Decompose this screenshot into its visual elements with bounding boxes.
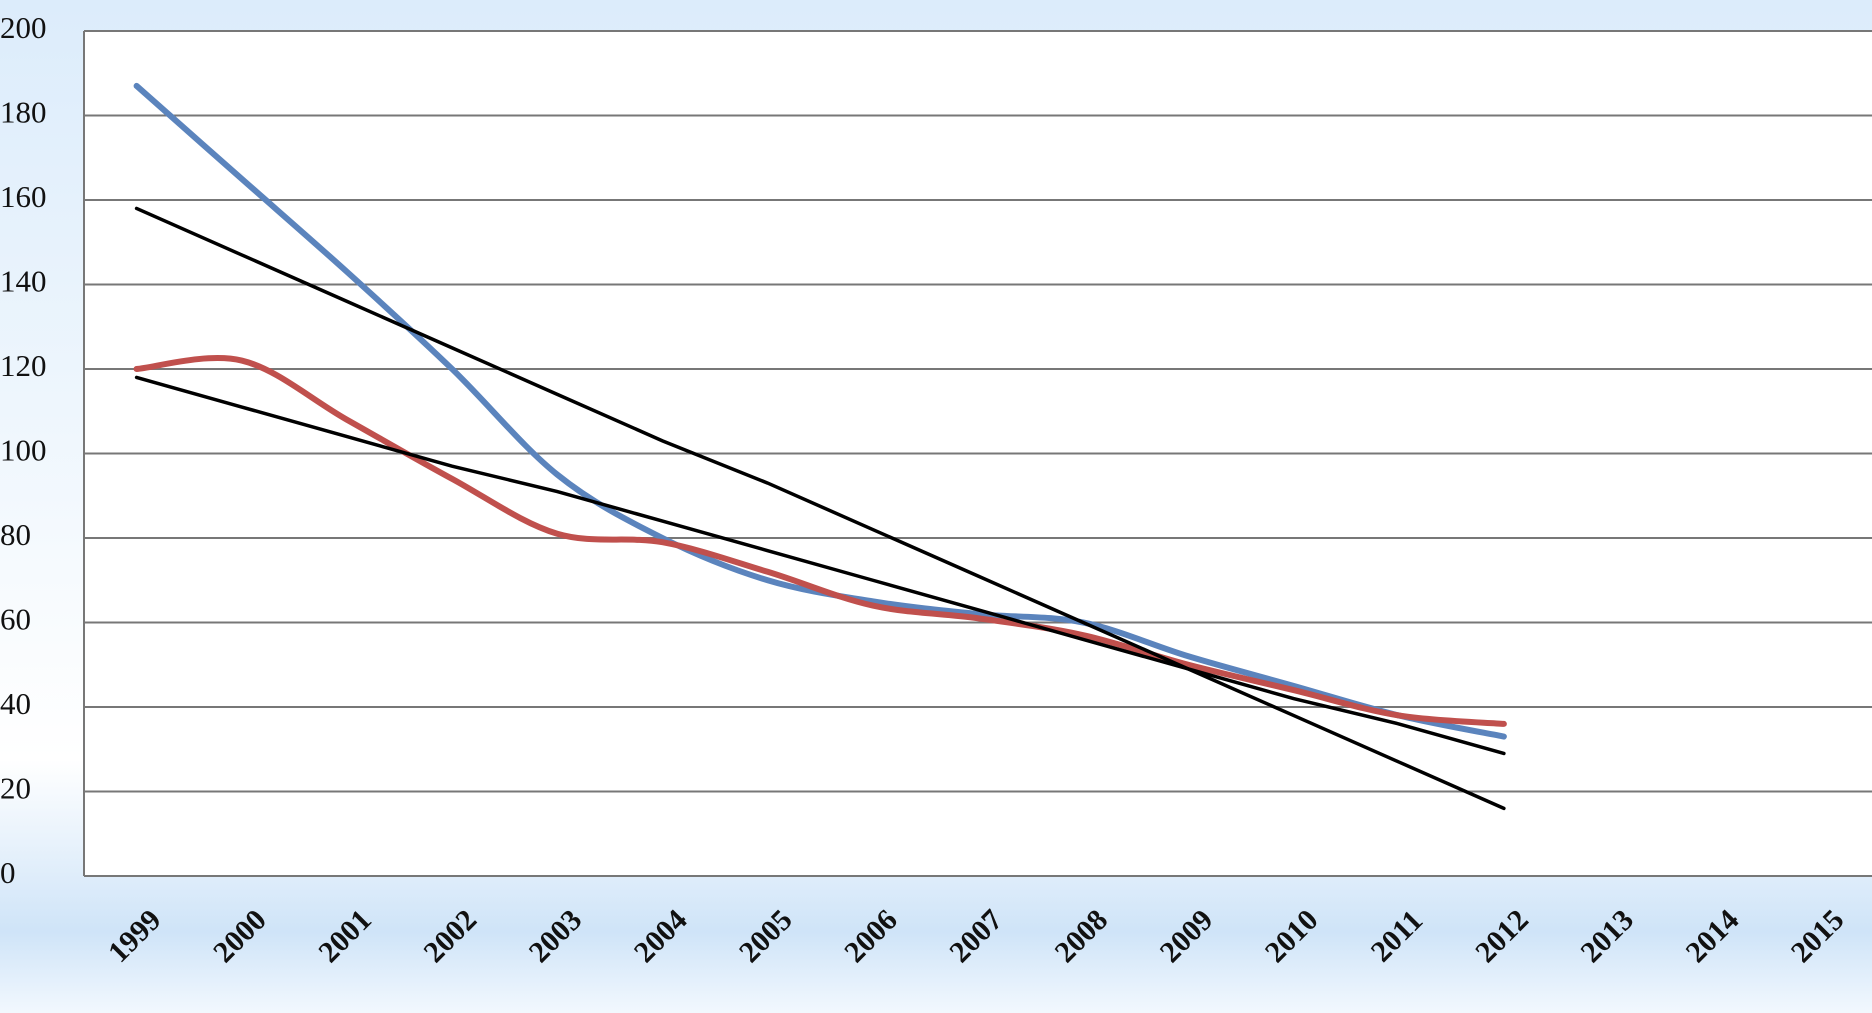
x-tick-label: 2005	[733, 903, 799, 969]
x-tick-label: 2008	[1048, 903, 1114, 969]
y-tick-label: 100	[0, 433, 47, 468]
x-tick-label: 1999	[102, 903, 168, 969]
series-line	[134, 375, 1506, 756]
y-tick-label: 20	[0, 771, 31, 806]
x-tick-label: 2010	[1259, 903, 1325, 969]
y-tick-label: 140	[0, 264, 47, 299]
y-tick-label: 200	[0, 10, 47, 45]
y-tick-label: 160	[0, 179, 47, 214]
x-tick-label: 2002	[417, 903, 483, 969]
x-tick-label: 2001	[312, 903, 378, 969]
y-tick-label: 0	[0, 855, 16, 890]
y-tick-label: 80	[0, 517, 31, 552]
x-tick-label: 2011	[1365, 904, 1430, 969]
series-line	[133, 355, 1507, 727]
x-tick-label: 2006	[838, 903, 904, 969]
x-tick-label: 2014	[1680, 903, 1746, 969]
x-tick-label: 2003	[523, 903, 589, 969]
y-tick-label: 120	[0, 348, 47, 383]
series-line	[134, 206, 1506, 811]
x-tick-label: 2012	[1469, 903, 1535, 969]
x-tick-label: 2000	[207, 903, 273, 969]
y-tick-label: 60	[0, 602, 31, 637]
x-tick-label: 2015	[1785, 903, 1851, 969]
y-tick-label: 180	[0, 95, 47, 130]
series-line	[133, 82, 1507, 740]
x-tick-label: 2013	[1574, 903, 1640, 969]
x-tick-label: 2004	[628, 903, 694, 969]
y-tick-label: 40	[0, 686, 31, 721]
x-tick-label: 2007	[943, 903, 1009, 969]
x-tick-label: 2009	[1154, 903, 1220, 969]
